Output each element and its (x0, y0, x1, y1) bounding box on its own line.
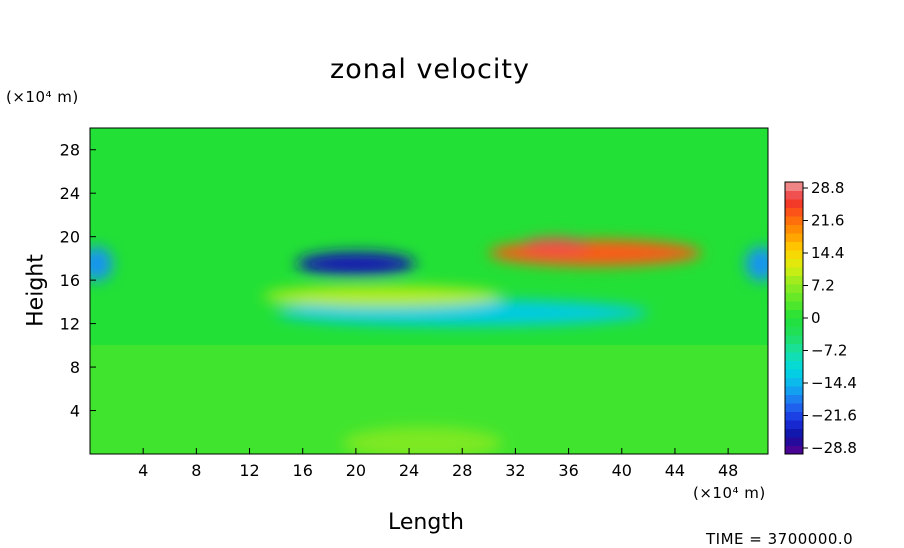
y-tick-label: 16 (60, 271, 80, 290)
contour-feature (488, 239, 702, 267)
colorbar-segment (785, 275, 803, 285)
colorbar-segment (785, 233, 803, 242)
colorbar-segment (785, 420, 803, 429)
colorbar-segment (785, 326, 803, 336)
colorbar-label: 28.8 (811, 179, 844, 197)
y-tick-label: 8 (70, 358, 80, 377)
x-tick-label: 40 (612, 461, 632, 480)
contour-feature (90, 246, 113, 282)
colorbar-label: 14.4 (811, 244, 844, 262)
colorbar-segment (785, 445, 803, 455)
colorbar-segment (785, 207, 803, 217)
contour-feature (296, 251, 416, 276)
y-axis-label: Height (23, 254, 49, 327)
x-axis-label: Length (388, 510, 464, 535)
colorbar-segment (785, 190, 803, 200)
colorbar-label: 7.2 (811, 277, 835, 295)
colorbar-segment (785, 428, 803, 438)
x-tick-label: 36 (558, 461, 578, 480)
colorbar-segment (785, 250, 803, 259)
colorbar-segment (785, 403, 803, 412)
y-tick-label: 12 (60, 315, 80, 334)
x-tick-label: 12 (239, 461, 259, 480)
colorbar-segment (785, 284, 803, 293)
x-tick-label: 8 (191, 461, 201, 480)
y-tick-label: 20 (60, 228, 80, 247)
contour-feature (262, 285, 503, 308)
x-tick-label: 20 (346, 461, 366, 480)
colorbar-segment (785, 352, 803, 361)
colorbar-segment (785, 369, 803, 378)
plot-area (90, 128, 768, 454)
colorbar-label: −28.8 (811, 439, 857, 457)
colorbar-segment (785, 394, 803, 404)
y-tick-label: 24 (60, 184, 80, 203)
colorbar-label: −14.4 (811, 374, 857, 392)
colorbar-label: −7.2 (811, 342, 847, 360)
colorbar-segment (785, 258, 803, 268)
contour-feature (522, 237, 589, 253)
plot-frame (89, 127, 769, 455)
colorbar-segment (785, 386, 803, 395)
y-tick-label: 4 (70, 402, 80, 421)
colorbar-label: 21.6 (811, 212, 844, 230)
colorbar-segment (785, 216, 803, 225)
colorbar-label: 0 (811, 309, 821, 327)
x-tick-label: 44 (665, 461, 685, 480)
colorbar-segment (785, 199, 803, 208)
colorbar-segment (785, 267, 803, 276)
colorbar-segment (785, 241, 803, 251)
x-axis-unit: (×10⁴ m) (693, 484, 766, 502)
x-tick-label: 32 (505, 461, 525, 480)
colorbar-segment (785, 292, 803, 302)
colorbar-segment (785, 301, 803, 310)
time-label: TIME = 3700000.0 (706, 530, 854, 548)
x-tick-label: 24 (399, 461, 419, 480)
x-tick-label: 48 (718, 461, 738, 480)
contour-feature (342, 426, 503, 454)
colorbar-segment (785, 318, 803, 327)
x-tick-label: 28 (452, 461, 472, 480)
colorbar-segment (785, 182, 803, 191)
colorbar-segment (785, 411, 803, 421)
colorbar-segment (785, 360, 803, 370)
colorbar-segment (785, 377, 803, 387)
colorbar-segment (785, 437, 803, 446)
contour-feature (745, 246, 768, 282)
colorbar-segment (785, 224, 803, 234)
y-tick-label: 28 (60, 141, 80, 160)
colorbar-label: −21.6 (811, 407, 857, 425)
colorbar-segment (785, 335, 803, 344)
x-tick-label: 4 (138, 461, 148, 480)
y-axis-unit: (×10⁴ m) (6, 88, 79, 106)
x-tick-label: 16 (293, 461, 313, 480)
colorbar-segment (785, 309, 803, 319)
chart-title: zonal velocity (330, 54, 530, 85)
colorbar-segment (785, 343, 803, 353)
